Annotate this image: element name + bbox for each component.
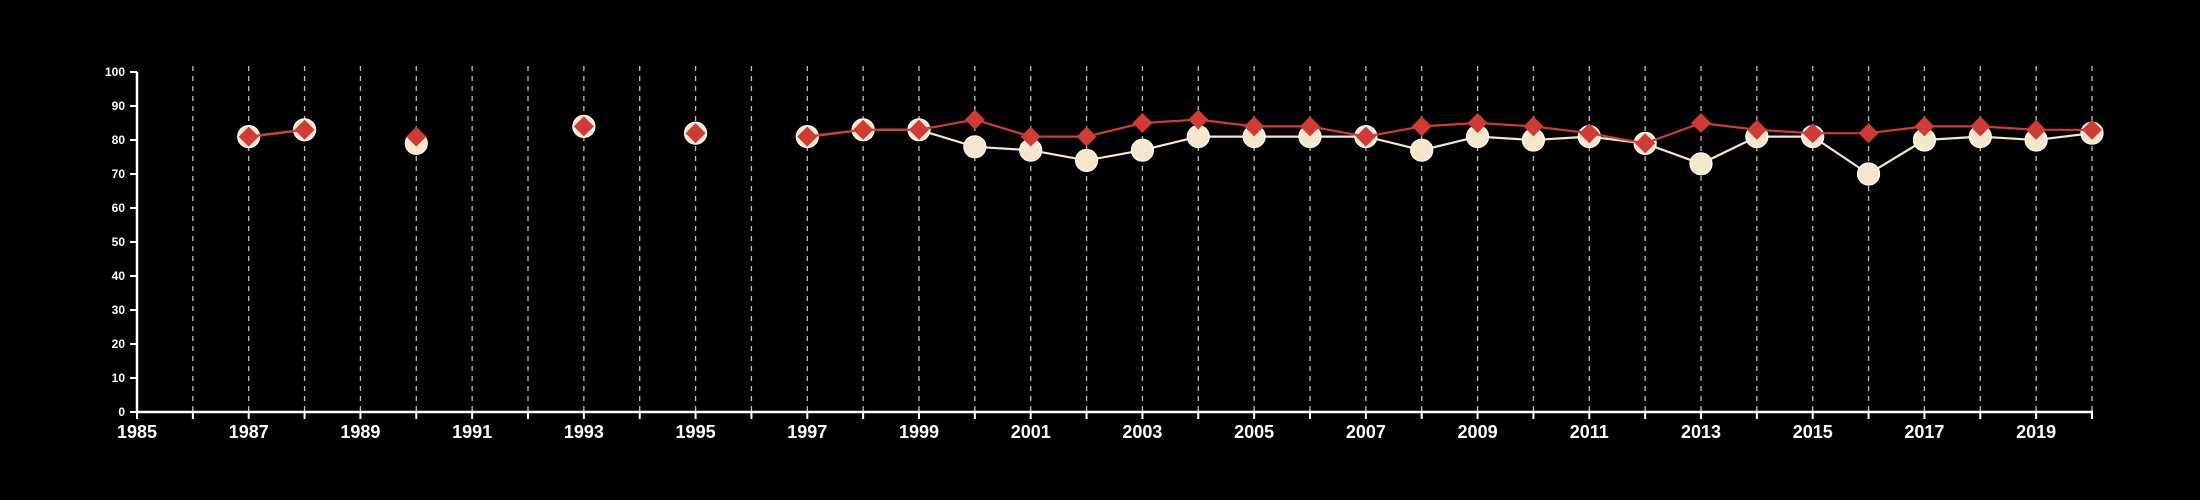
y-tick-label: 30 [112, 303, 126, 317]
data-point-circle [1689, 152, 1713, 176]
data-point-diamond [1244, 116, 1265, 137]
data-point-circle [1410, 138, 1434, 162]
series-markers [237, 114, 2104, 186]
data-point-diamond [1411, 116, 1432, 137]
y-tick-label: 80 [112, 133, 126, 147]
axes [135, 72, 2093, 414]
data-point-diamond [1467, 113, 1488, 133]
y-axis-ticks: 0 10 20 30 40 50 60 70 80 90 100 [105, 65, 137, 419]
y-tick-label: 0 [118, 405, 125, 419]
x-tick-label: 1995 [676, 422, 716, 442]
data-point-diamond [1635, 133, 1656, 154]
series-0 [237, 114, 2104, 186]
y-tick-label: 20 [112, 337, 126, 351]
data-point-diamond [1300, 116, 1320, 137]
y-tick-label: 50 [112, 235, 126, 249]
data-point-diamond [685, 123, 706, 144]
x-tick-label: 2015 [1793, 422, 1833, 442]
data-point-diamond [573, 116, 594, 137]
x-tick-label: 1997 [787, 422, 827, 442]
x-tick-label: 1989 [340, 422, 380, 442]
series-line [248, 128, 305, 138]
data-point-diamond [1858, 123, 1879, 144]
data-point-diamond [1691, 113, 1711, 133]
data-point-diamond [1523, 116, 1544, 137]
data-point-diamond [1020, 126, 1041, 147]
x-tick-label: 1991 [452, 422, 492, 442]
data-point-diamond [1746, 119, 1767, 140]
data-point-diamond [1802, 123, 1823, 144]
y-tick-label: 60 [112, 201, 126, 215]
x-tick-label: 1987 [229, 422, 269, 442]
data-point-diamond [2026, 119, 2047, 140]
data-point-circle [1130, 138, 1155, 162]
data-point-diamond [238, 126, 259, 147]
x-tick-label: 1985 [117, 422, 157, 442]
y-tick-label: 40 [112, 269, 126, 283]
data-point-diamond [2082, 119, 2102, 140]
data-point-diamond [1579, 123, 1600, 144]
series [237, 109, 2104, 186]
data-point-circle [963, 135, 987, 159]
x-tick-label: 1993 [564, 422, 604, 442]
data-point-diamond [1355, 126, 1376, 147]
x-tick-label: 2009 [1458, 422, 1498, 442]
x-tick-label: 2011 [1570, 422, 1609, 442]
x-tick-label: 2017 [1904, 422, 1944, 442]
x-tick-label: 1999 [899, 422, 939, 442]
data-point-diamond [1132, 113, 1153, 133]
x-tick-label: 2019 [2016, 422, 2056, 442]
series-line-group [248, 118, 2092, 145]
y-tick-label: 10 [112, 371, 126, 385]
y-tick-label: 90 [112, 99, 126, 113]
data-point-diamond [797, 126, 818, 147]
x-tick-label: 2005 [1234, 422, 1274, 442]
data-point-diamond [294, 119, 315, 140]
data-point-circle [1856, 162, 1881, 186]
x-tick-label: 2003 [1122, 422, 1162, 442]
data-point-diamond [1970, 116, 1991, 137]
x-tick-label: 2013 [1681, 422, 1721, 442]
series-markers [238, 109, 2102, 154]
x-tick-label: 2007 [1346, 422, 1386, 442]
x-axis-ticks: 1985 1987 1989 1991 1993 1995 1997 1999 2001 2003… [117, 412, 2093, 442]
data-point-diamond [909, 119, 929, 140]
y-tick-label: 100 [105, 65, 125, 79]
data-point-diamond [853, 119, 874, 140]
data-point-diamond [1188, 109, 1209, 130]
data-point-diamond [1076, 126, 1097, 147]
data-point-circle [1074, 148, 1099, 172]
vertical-grid [192, 66, 2093, 412]
y-tick-label: 70 [112, 167, 126, 181]
series-line [807, 128, 2093, 176]
data-point-diamond [964, 109, 985, 130]
series-line [807, 118, 2092, 145]
data-point-diamond [1914, 116, 1935, 137]
series-1 [238, 109, 2102, 154]
x-tick-label: 2001 [1011, 422, 1051, 442]
data-point-diamond [406, 126, 427, 147]
